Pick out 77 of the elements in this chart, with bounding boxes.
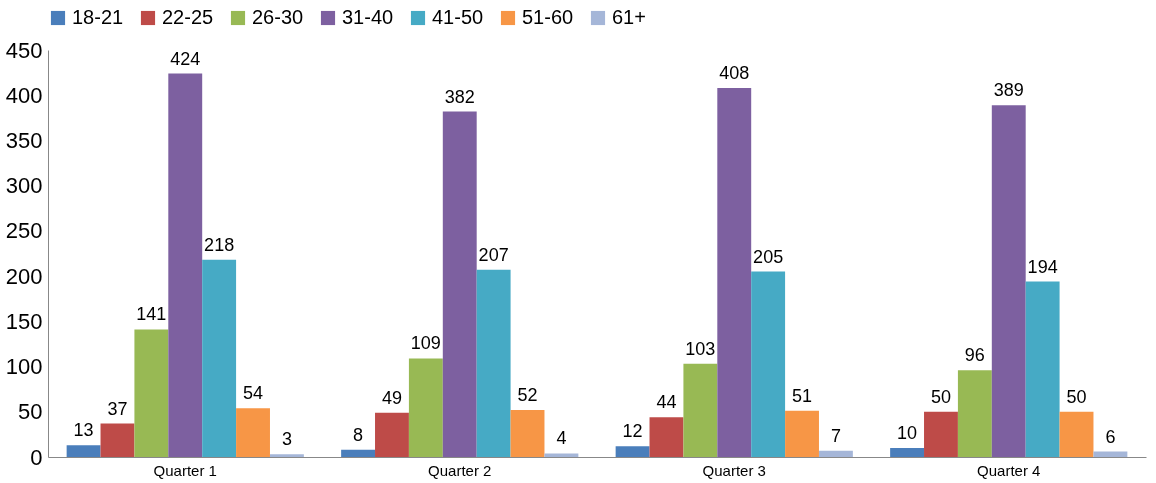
bar [717, 87, 752, 457]
bar [168, 73, 203, 457]
bar [1025, 281, 1060, 457]
data-label: 109 [410, 333, 441, 354]
data-label: 12 [622, 421, 643, 442]
data-label: 382 [444, 86, 475, 107]
bar [375, 412, 409, 457]
bar [957, 370, 992, 457]
y-tick-label: 350 [5, 127, 43, 153]
data-label: 6 [1105, 426, 1116, 447]
data-label: 37 [107, 398, 128, 419]
bar [341, 449, 376, 457]
data-label: 205 [753, 246, 784, 267]
bar [202, 259, 237, 457]
legend-label: 31-40 [342, 6, 394, 28]
bar [991, 105, 1026, 457]
y-tick-label: 150 [5, 308, 43, 334]
bar [785, 410, 819, 457]
y-tick-label: 200 [5, 263, 43, 289]
x-tick-label: Quarter 3 [702, 461, 766, 479]
data-label: 51 [792, 385, 813, 406]
data-label: 218 [204, 234, 235, 255]
bar [818, 450, 853, 457]
bar [476, 269, 511, 457]
data-label: 13 [73, 420, 94, 441]
y-tick-label: 250 [5, 218, 43, 244]
data-label: 96 [964, 345, 985, 366]
bar [649, 417, 684, 457]
data-label: 54 [243, 383, 264, 404]
data-label: 3 [281, 429, 292, 450]
legend-label: 26-30 [252, 6, 304, 28]
data-label: 207 [478, 244, 509, 265]
bar [751, 271, 786, 457]
bar [890, 447, 925, 457]
data-label: 50 [930, 386, 951, 407]
bar [1093, 451, 1128, 457]
y-tick-label: 100 [5, 354, 43, 380]
x-tick-label: Quarter 2 [428, 461, 492, 479]
legend-label: 22-25 [162, 6, 214, 28]
data-label: 50 [1066, 386, 1087, 407]
legend-label: 61+ [612, 6, 646, 28]
data-label: 408 [719, 62, 750, 83]
data-label: 4 [556, 428, 567, 449]
bar [269, 454, 304, 457]
data-label: 52 [517, 384, 538, 405]
y-tick-label: 400 [5, 82, 43, 108]
legend-label: 51-60 [522, 6, 574, 28]
data-label: 10 [897, 422, 918, 443]
y-tick-label: 0 [30, 444, 43, 470]
bar [236, 408, 270, 457]
y-tick-label: 50 [18, 399, 43, 425]
legend-label: 41-50 [432, 6, 484, 28]
data-label: 424 [170, 48, 201, 69]
bar [134, 329, 169, 457]
bar [66, 445, 101, 457]
bar [615, 446, 650, 457]
legend-label: 18-21 [72, 6, 124, 28]
bar [408, 358, 443, 457]
data-label: 103 [685, 338, 716, 359]
data-label: 389 [993, 80, 1024, 101]
bar [924, 411, 958, 457]
bar [544, 453, 579, 457]
bar [442, 111, 477, 457]
bar [683, 363, 718, 457]
data-label: 44 [656, 392, 677, 413]
data-label: 8 [353, 424, 364, 445]
data-label: 141 [136, 304, 167, 325]
y-tick-label: 300 [5, 173, 43, 199]
x-tick-label: Quarter 1 [153, 461, 217, 479]
data-label: 7 [830, 425, 841, 446]
data-label: 194 [1027, 256, 1058, 277]
bar [510, 409, 545, 457]
y-tick-label: 450 [5, 37, 43, 63]
bar [1059, 411, 1094, 457]
bar [100, 423, 135, 457]
data-label: 49 [381, 387, 402, 408]
x-tick-label: Quarter 4 [977, 461, 1041, 479]
